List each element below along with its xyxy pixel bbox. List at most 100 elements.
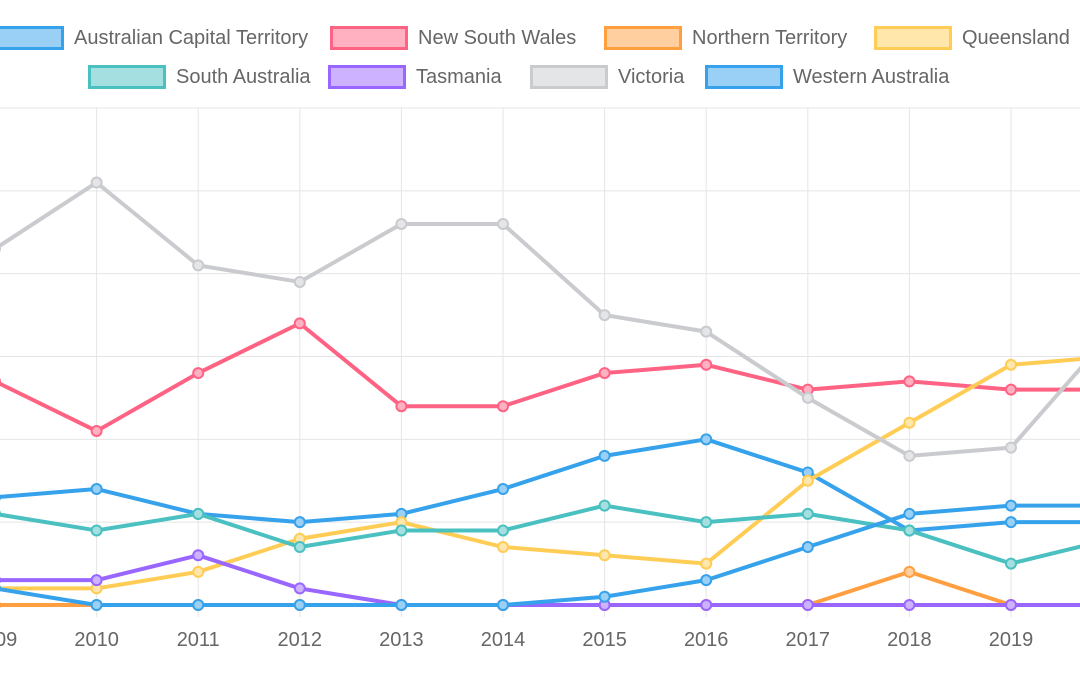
data-point[interactable] [1005, 516, 1017, 529]
series-line [0, 321, 1080, 434]
data-point[interactable] [598, 549, 611, 562]
series-queensland [0, 357, 1080, 595]
grid [0, 107, 1080, 617]
data-point[interactable] [1005, 383, 1017, 396]
data-point[interactable] [598, 367, 611, 380]
data-point[interactable] [801, 507, 814, 520]
series-line [0, 503, 1080, 607]
series-line [0, 357, 1080, 591]
x-tick-label: 2016 [684, 629, 729, 651]
data-point[interactable] [598, 449, 611, 462]
data-point[interactable] [801, 474, 814, 487]
data-point[interactable] [497, 524, 509, 537]
legend-item[interactable]: Western Australia [705, 64, 949, 90]
data-point[interactable] [293, 599, 306, 611]
series-line [0, 553, 1080, 607]
data-point[interactable] [395, 217, 408, 230]
legend-item[interactable]: Queensland [874, 25, 1070, 51]
data-point[interactable] [497, 400, 509, 413]
data-point[interactable] [700, 325, 713, 338]
data-point[interactable] [801, 599, 814, 611]
data-point[interactable] [1005, 499, 1017, 512]
data-point[interactable] [395, 524, 408, 537]
data-point[interactable] [1005, 358, 1017, 371]
x-tick-label: 2011 [177, 629, 220, 651]
data-point[interactable] [700, 516, 713, 529]
data-point[interactable] [192, 259, 205, 272]
data-point[interactable] [192, 367, 205, 380]
data-point[interactable] [598, 499, 611, 512]
data-point[interactable] [192, 549, 205, 562]
data-point[interactable] [192, 565, 205, 578]
data-point[interactable] [90, 425, 103, 438]
data-point[interactable] [497, 483, 509, 496]
data-point[interactable] [903, 565, 916, 578]
legend-label: Tasmania [416, 65, 502, 88]
data-point[interactable] [700, 599, 713, 611]
x-tick-label: 2009 [0, 629, 17, 651]
series-line [0, 180, 1080, 458]
data-point[interactable] [497, 541, 509, 554]
data-point[interactable] [293, 582, 306, 595]
data-point[interactable] [598, 309, 611, 322]
data-point[interactable] [293, 541, 306, 554]
data-point[interactable] [90, 574, 103, 587]
data-point[interactable] [497, 599, 509, 611]
data-point[interactable] [1005, 599, 1017, 611]
data-point[interactable] [903, 507, 916, 520]
data-point[interactable] [700, 433, 713, 446]
data-point[interactable] [293, 275, 306, 288]
data-point[interactable] [293, 317, 306, 330]
x-tick-label: 2015 [582, 629, 627, 651]
data-point[interactable] [192, 599, 205, 611]
x-axis: 2009 2010 2011 2012 2013 2014 2015 2016 2017 2018… [0, 629, 1034, 651]
data-point[interactable] [903, 524, 916, 537]
x-tick-label: 2012 [278, 629, 323, 651]
data-point[interactable] [395, 599, 408, 611]
legend-swatch [0, 26, 64, 50]
legend-label: Victoria [618, 65, 685, 88]
legend-label: Queensland [962, 26, 1070, 49]
data-point[interactable] [700, 358, 713, 371]
legend-item[interactable]: South Australia [88, 64, 311, 90]
data-point[interactable] [1005, 441, 1017, 454]
series-western-australia [0, 499, 1080, 611]
series-south-australia [0, 499, 1080, 570]
data-point[interactable] [903, 449, 916, 462]
series-lines [0, 176, 1080, 611]
series-line [0, 437, 1080, 533]
data-point[interactable] [90, 176, 103, 189]
legend-item[interactable]: Northern Territory [604, 25, 847, 51]
data-point[interactable] [700, 557, 713, 570]
legend-swatch [874, 26, 952, 50]
legend-item[interactable]: Victoria [530, 64, 684, 90]
legend-item[interactable]: New South Wales [330, 25, 576, 51]
data-point[interactable] [1005, 557, 1017, 570]
data-point[interactable] [90, 483, 103, 496]
legend-item[interactable]: Tasmania [328, 64, 502, 90]
data-point[interactable] [90, 599, 103, 611]
x-tick-label: 2017 [786, 629, 831, 651]
data-point[interactable] [801, 541, 814, 554]
data-point[interactable] [903, 599, 916, 611]
data-point[interactable] [90, 524, 103, 537]
data-point[interactable] [293, 516, 306, 529]
data-point[interactable] [497, 217, 509, 230]
legend-swatch [330, 26, 408, 50]
legend-swatch [705, 65, 783, 89]
data-point[interactable] [801, 391, 814, 404]
legend-swatch [604, 26, 682, 50]
x-tick-label: 2019 [989, 629, 1034, 651]
data-point[interactable] [903, 375, 916, 388]
data-point[interactable] [903, 416, 916, 429]
data-point[interactable] [395, 400, 408, 413]
series-line [0, 503, 1080, 566]
data-point[interactable] [598, 590, 611, 603]
legend-label: New South Wales [418, 26, 577, 49]
x-tick-label: 2014 [481, 629, 526, 651]
legend-swatch [328, 65, 406, 89]
data-point[interactable] [700, 574, 713, 587]
legend-item[interactable]: Australian Capital Territory [0, 25, 308, 51]
data-point[interactable] [192, 507, 205, 520]
